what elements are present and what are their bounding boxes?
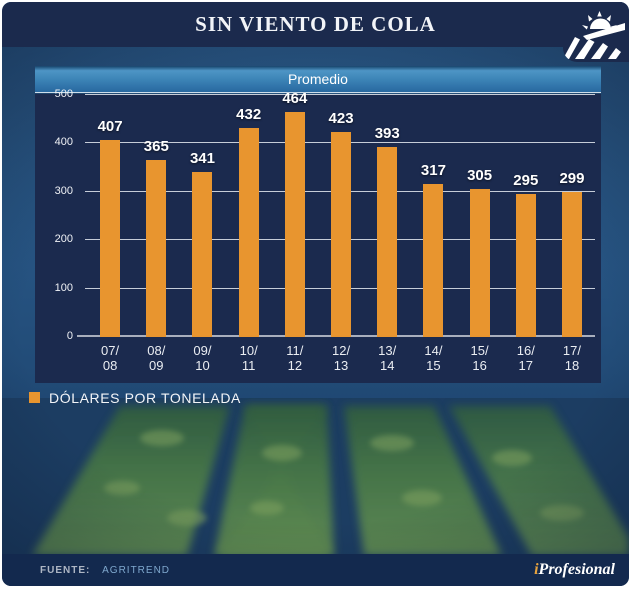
soy-field-photo <box>2 398 629 556</box>
y-tick-200: 200 <box>54 233 73 246</box>
bar-11/12 <box>284 112 305 337</box>
value-label-13/14: 393 <box>374 124 400 142</box>
bar-12/13 <box>331 132 352 337</box>
chart-panel: 0 100 200 300 400 500 407 365 341 432 464 423 393 31… <box>35 89 601 383</box>
bar-column-16/17: 295 <box>503 95 549 337</box>
y-tick-400: 400 <box>54 136 73 149</box>
legend: DÓLARES POR TONELADA <box>29 390 241 406</box>
value-label-12/13: 423 <box>328 110 354 128</box>
bar-column-17/18: 299 <box>549 95 595 337</box>
value-label-10/11: 432 <box>236 105 262 123</box>
bar-10/11 <box>238 127 259 337</box>
bar-column-07/08: 407 <box>87 95 133 337</box>
sun-fields-logo <box>563 2 629 62</box>
y-tick-0: 0 <box>66 330 73 342</box>
series-banner-label: Promedio <box>288 71 348 87</box>
y-axis-labels: 0 100 200 300 400 500 <box>35 89 81 342</box>
x-tick-10/11: 10/11 <box>239 343 258 373</box>
x-tick-14/15: 14/15 <box>424 343 443 373</box>
value-label-15/16: 305 <box>467 167 493 185</box>
footer-bar: FUENTE: AGRITREND iProfesional <box>2 554 629 586</box>
header-bar: SIN VIENTO DE COLA <box>2 2 629 47</box>
x-tick-12/13: 12/13 <box>331 343 351 373</box>
bar-column-15/16: 305 <box>457 95 503 337</box>
legend-swatch <box>29 392 40 403</box>
bar-column-08/09: 365 <box>133 95 179 337</box>
source-credit: FUENTE: AGRITREND <box>40 565 170 576</box>
sun-fields-logo-icon <box>563 11 625 59</box>
x-tick-15/16: 15/16 <box>470 343 489 373</box>
y-tick-100: 100 <box>54 281 73 294</box>
value-label-14/15: 317 <box>420 161 446 179</box>
value-label-09/10: 341 <box>189 149 215 167</box>
bar-14/15 <box>423 183 444 337</box>
brand-logo: iProfesional <box>534 561 615 579</box>
bar-16/17 <box>515 194 536 337</box>
bar-17/18 <box>561 192 582 337</box>
bar-column-12/13: 423 <box>318 95 364 337</box>
x-tick-08/09: 08/09 <box>147 343 166 373</box>
x-tick-13/14: 13/14 <box>378 343 397 373</box>
bars-container: 407 365 341 432 464 423 393 317 305 295 299 <box>87 90 595 337</box>
value-label-07/08: 407 <box>97 118 123 136</box>
value-label-08/09: 365 <box>143 138 169 156</box>
value-label-11/12: 464 <box>282 90 308 108</box>
y-tick-500: 500 <box>54 88 73 100</box>
bar-column-13/14: 393 <box>364 95 410 337</box>
bar-07/08 <box>100 140 121 337</box>
value-label-17/18: 299 <box>559 170 585 188</box>
x-axis-labels: 07/08 08/09 09/10 10/11 11/12 12/13 13/14 14/15… <box>87 343 595 373</box>
y-tick-300: 300 <box>54 184 73 197</box>
brand-logo-i: i <box>534 561 539 578</box>
brand-logo-rest: Profesional <box>538 561 615 578</box>
gridline-500 <box>85 94 595 95</box>
bar-09/10 <box>192 171 213 337</box>
series-banner: Promedio <box>35 66 601 93</box>
bar-column-11/12: 464 <box>272 90 318 337</box>
bar-column-14/15: 317 <box>410 95 456 337</box>
bar-15/16 <box>469 189 490 337</box>
x-tick-17/18: 17/18 <box>562 343 581 373</box>
source-value: AGRITREND <box>102 564 171 576</box>
x-tick-16/17: 16/17 <box>516 343 535 373</box>
bar-13/14 <box>377 146 398 337</box>
x-tick-07/08: 07/08 <box>101 343 120 373</box>
legend-label: DÓLARES POR TONELADA <box>49 390 241 406</box>
source-label: FUENTE: <box>40 564 91 576</box>
value-label-16/17: 295 <box>513 172 539 190</box>
page-title: SIN VIENTO DE COLA <box>195 12 436 36</box>
x-tick-11/12: 11/12 <box>286 343 304 373</box>
bar-column-09/10: 341 <box>179 95 225 337</box>
bar-08/09 <box>146 160 167 337</box>
x-tick-09/10: 09/10 <box>193 343 212 373</box>
bar-column-10/11: 432 <box>226 95 272 337</box>
